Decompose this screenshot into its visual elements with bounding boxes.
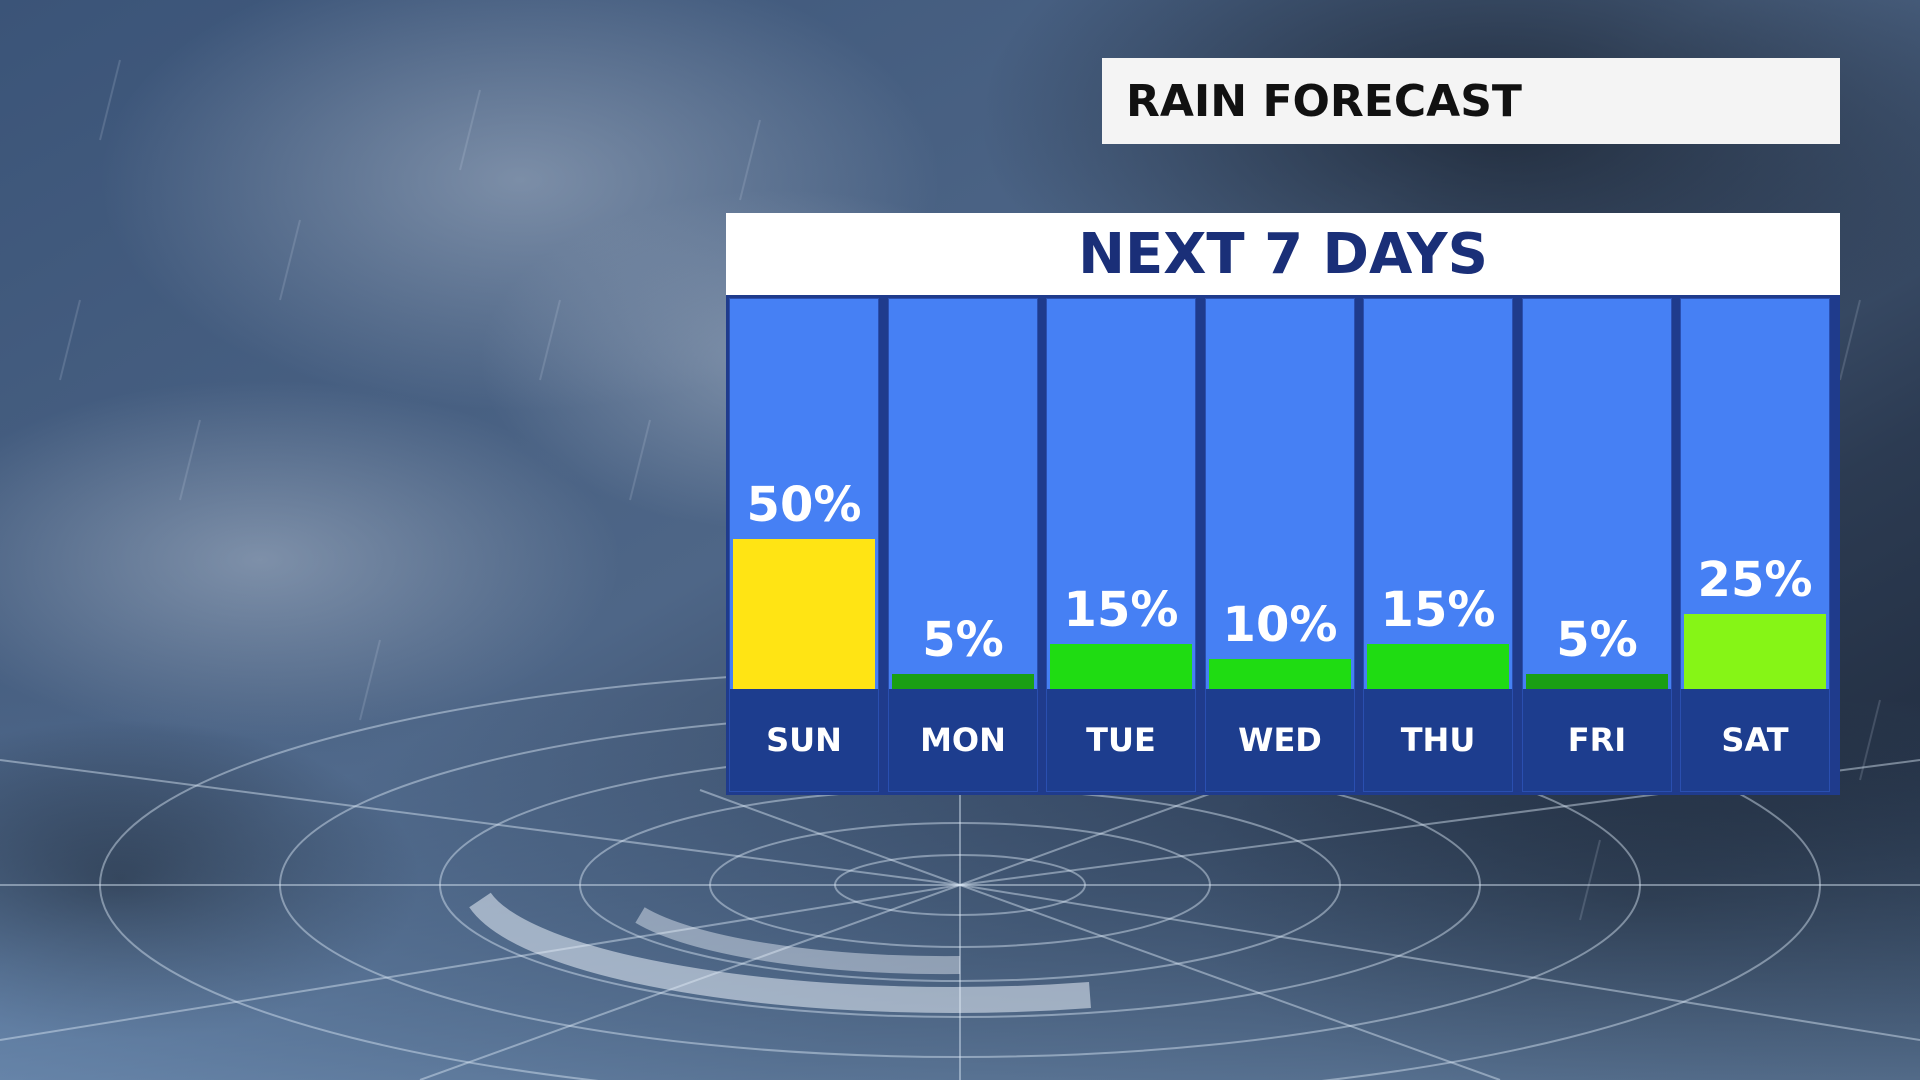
radar-grid-graphic [0,668,1920,1080]
day-column-wed: 10% WED [1205,298,1355,792]
day-label-sun: SUN [730,689,878,791]
value-label-thu: 15% [1380,582,1496,638]
bar-tue [1050,644,1192,689]
day-label-wed: WED [1206,689,1354,791]
value-label-mon: 5% [922,612,1004,668]
forecast-chart-panel: NEXT 7 DAYS 50% SUN 5% MON 15% TUE 10% WED 15% TH… [726,213,1840,795]
day-column-mon: 5% MON [888,298,1038,792]
day-column-sat: 25% SAT [1680,298,1830,792]
day-label-tue: TUE [1047,689,1195,791]
bar-sat [1684,614,1826,689]
value-label-fri: 5% [1556,612,1638,668]
value-label-sun: 50% [746,477,862,533]
chart-columns: 50% SUN 5% MON 15% TUE 10% WED 15% THU 5% FRI 25% SAT [729,298,1836,792]
day-label-thu: THU [1364,689,1512,791]
value-label-sat: 25% [1697,552,1813,608]
day-label-mon: MON [889,689,1037,791]
value-label-tue: 15% [1063,582,1179,638]
chart-title: NEXT 7 DAYS [726,213,1840,295]
day-column-tue: 15% TUE [1046,298,1196,792]
day-label-fri: FRI [1523,689,1671,791]
rain-forecast-title: RAIN FORECAST [1102,58,1840,144]
day-label-sat: SAT [1681,689,1829,791]
bar-sun [733,539,875,689]
bar-fri [1526,674,1668,689]
day-column-sun: 50% SUN [729,298,879,792]
day-column-thu: 15% THU [1363,298,1513,792]
day-column-fri: 5% FRI [1522,298,1672,792]
bar-thu [1367,644,1509,689]
bar-mon [892,674,1034,689]
value-label-wed: 10% [1222,597,1338,653]
bar-wed [1209,659,1351,689]
